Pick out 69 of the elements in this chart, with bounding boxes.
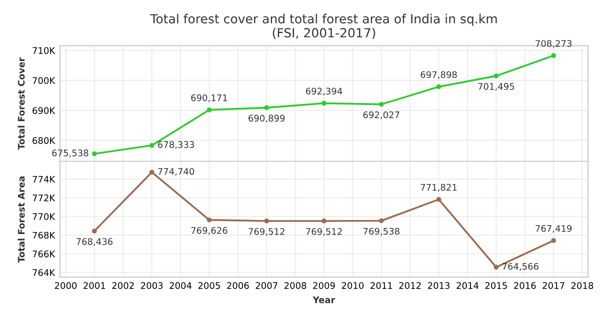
y-tick-label: 774K: [32, 176, 56, 183]
x-tick-label: 2002: [112, 282, 134, 289]
y-tick-label: 766K: [32, 250, 56, 258]
data-label: 769,626: [191, 227, 228, 235]
x-tick-label: 2016: [514, 282, 536, 289]
x-tick-label: 2018: [571, 282, 594, 289]
y-tick-label: 710K: [32, 47, 56, 54]
y-tick-label: 768K: [32, 232, 56, 239]
x-tick-label: 2011: [370, 282, 392, 289]
point: [378, 218, 384, 224]
x-tick-label: 2005: [198, 282, 220, 289]
point: [264, 218, 270, 224]
data-label: 701,495: [478, 83, 514, 91]
point: [322, 218, 326, 224]
data-label: 769,512: [248, 228, 284, 236]
point: [378, 102, 384, 107]
data-label: 708,273: [536, 40, 572, 48]
y-axis-title: Total Forest Area: [18, 176, 25, 263]
y-tick-label: 690K: [32, 107, 56, 114]
chart-title: Total forest cover and total forest area of India in sq.km (FSI, 2001-2017): [150, 14, 497, 39]
data-label: 767,419: [536, 225, 572, 233]
y-tick-label: 700K: [32, 77, 56, 84]
point: [322, 100, 326, 106]
y-tick-label: 772K: [32, 194, 56, 202]
x-tick-label: 2004: [170, 282, 192, 289]
x-tick-label: 2007: [256, 282, 278, 289]
x-tick-label: 2008: [284, 282, 306, 289]
point: [494, 264, 499, 270]
data-label: 697,898: [420, 71, 457, 79]
x-tick-label: 2015: [485, 282, 507, 289]
point: [551, 238, 556, 243]
y-tick-label: 764K: [32, 269, 56, 276]
data-label: 771,821: [420, 184, 457, 192]
point: [206, 217, 212, 222]
x-tick-label: 2014: [456, 282, 478, 289]
point: [436, 197, 442, 202]
data-label: 675,538: [52, 150, 88, 158]
data-label: 764,566: [502, 262, 538, 271]
data-label: 774,740: [158, 168, 194, 176]
point: [494, 74, 499, 78]
x-tick-label: 2006: [227, 282, 249, 289]
data-label: 692,394: [306, 88, 342, 96]
data-label: 678,333: [158, 141, 194, 149]
x-tick-label: 2009: [313, 282, 335, 289]
y-tick-label: 770K: [32, 213, 56, 220]
data-label: 692,027: [363, 111, 400, 120]
point: [551, 53, 556, 58]
x-tick-label: 2010: [342, 282, 364, 289]
data-label: 769,512: [306, 228, 342, 236]
data-label: 769,538: [363, 228, 400, 236]
data-label: 690,899: [248, 114, 285, 123]
x-tick-label: 2001: [84, 282, 106, 289]
point: [436, 84, 442, 90]
point: [149, 142, 154, 148]
x-tick-label: 2017: [542, 282, 564, 289]
y-axis-title: Total Forest Cover: [18, 57, 25, 150]
x-axis-title: Year: [312, 296, 336, 304]
point: [92, 151, 97, 156]
point: [264, 105, 270, 110]
x-tick-label: 2012: [399, 282, 421, 289]
x-tick-label: 2013: [428, 282, 450, 289]
point: [206, 107, 212, 112]
y-tick-label: 680K: [32, 137, 56, 144]
point: [149, 170, 154, 175]
point: [92, 228, 97, 234]
x-tick-label: 2003: [141, 282, 163, 289]
x-tick-label: 2000: [54, 282, 77, 289]
data-label: 690,171: [191, 94, 228, 102]
data-label: 768,436: [76, 238, 113, 246]
